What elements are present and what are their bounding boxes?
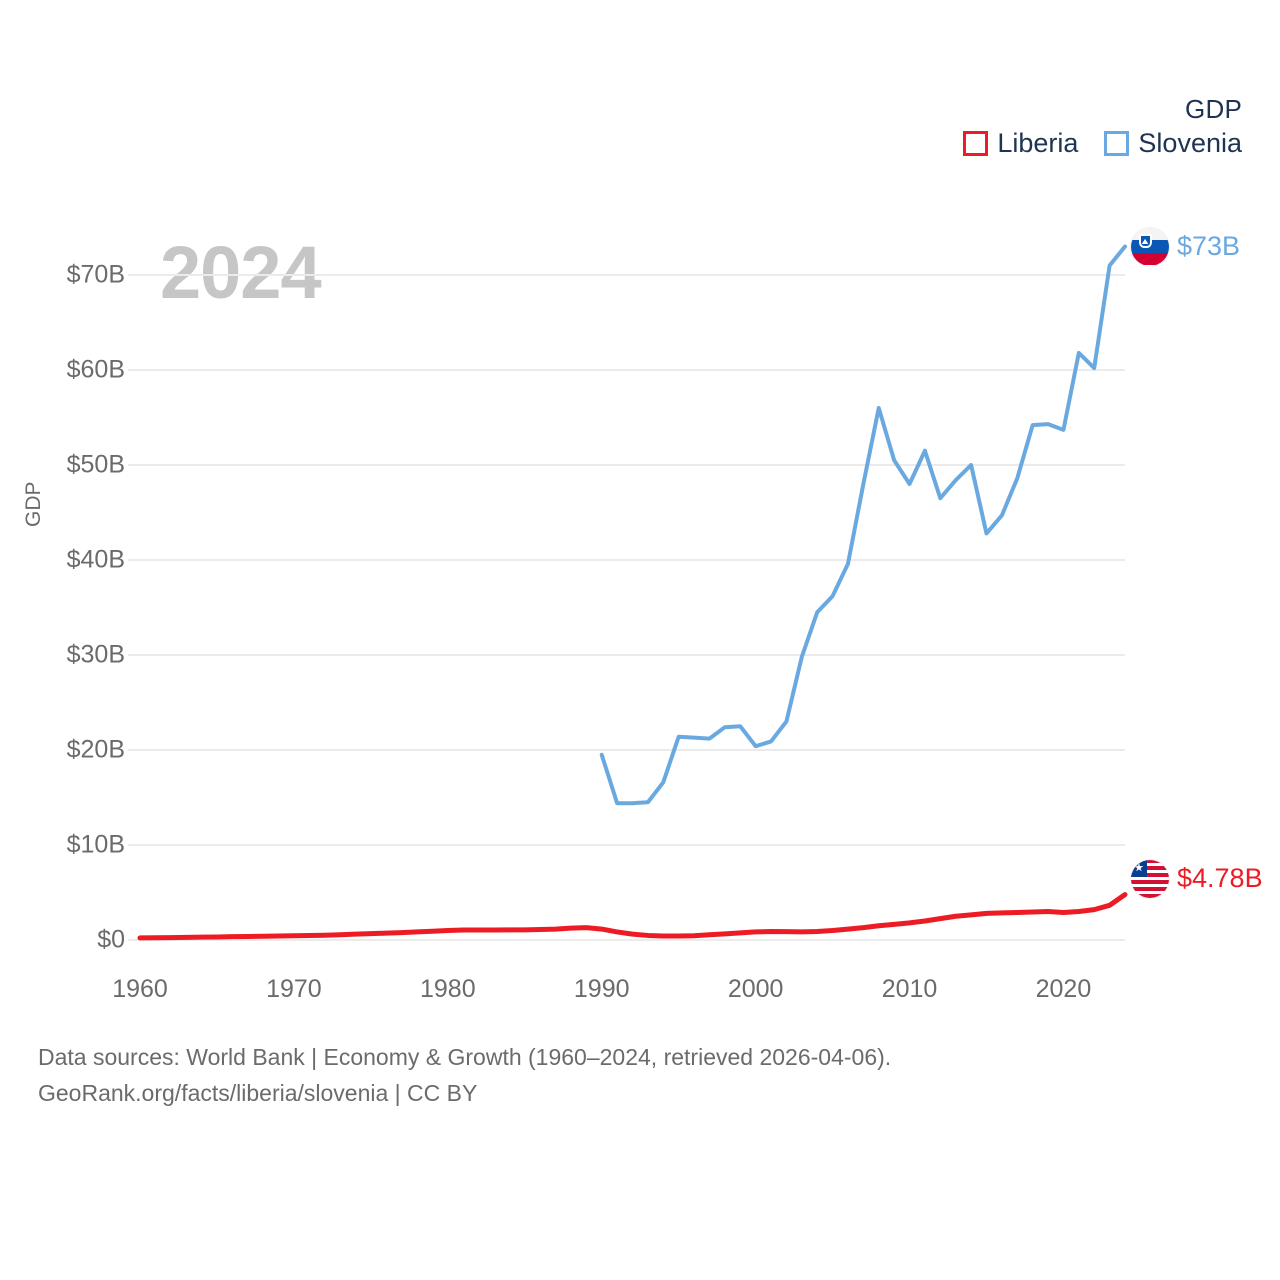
legend-title: GDP <box>1185 94 1242 124</box>
liberia-endpoint[interactable]: $4.78B <box>1131 859 1263 898</box>
x-tick-label: 1960 <box>112 975 168 1003</box>
liberia-flag-icon <box>1131 859 1169 898</box>
chart-footer: Data sources: World Bank | Economy & Gro… <box>38 1040 891 1111</box>
x-tick-label: 1970 <box>266 975 322 1003</box>
slovenia-flag-icon <box>1131 227 1169 266</box>
y-tick-label: $70B <box>66 260 125 289</box>
legend-item-slovenia[interactable]: Slovenia <box>1104 130 1242 157</box>
y-axis-title: GDP <box>22 481 45 527</box>
liberia-end-value: $4.78B <box>1177 863 1263 894</box>
chart-legend: GDP Liberia Slovenia <box>963 96 1242 157</box>
legend-label-slovenia: Slovenia <box>1138 128 1242 158</box>
y-tick-label: $30B <box>66 640 125 669</box>
slovenia-end-value: $73B <box>1177 231 1241 261</box>
y-tick-label: $60B <box>66 355 125 384</box>
y-tick-label: $0 <box>97 925 125 954</box>
footer-data-sources: Data sources: World Bank | Economy & Gro… <box>38 1044 892 1070</box>
x-tick-label: 2020 <box>1035 975 1092 1003</box>
legend-swatch-liberia <box>963 131 989 156</box>
year-watermark: 2024 <box>160 231 322 314</box>
x-tick-label: 1990 <box>573 975 630 1003</box>
x-tick-label: 2010 <box>881 975 938 1003</box>
footer-attribution: GeoRank.org/facts/liberia/slovenia | CC … <box>38 1079 478 1106</box>
series-line-liberia <box>137 892 1128 941</box>
slovenia-endpoint[interactable]: $73B <box>1131 227 1241 266</box>
x-tick-label: 1980 <box>420 975 476 1003</box>
legend-label-liberia: Liberia <box>997 128 1079 158</box>
legend-items: Liberia Slovenia <box>963 130 1242 157</box>
series-line-slovenia <box>599 244 1127 806</box>
y-tick-label: $50B <box>66 450 125 479</box>
x-tick-label: 2000 <box>727 975 784 1003</box>
legend-swatch-slovenia <box>1104 131 1130 156</box>
y-tick-label: $10B <box>66 830 125 859</box>
y-tick-label: $40B <box>66 545 125 574</box>
y-tick-label: $20B <box>66 735 125 764</box>
legend-item-liberia[interactable]: Liberia <box>963 130 1078 157</box>
